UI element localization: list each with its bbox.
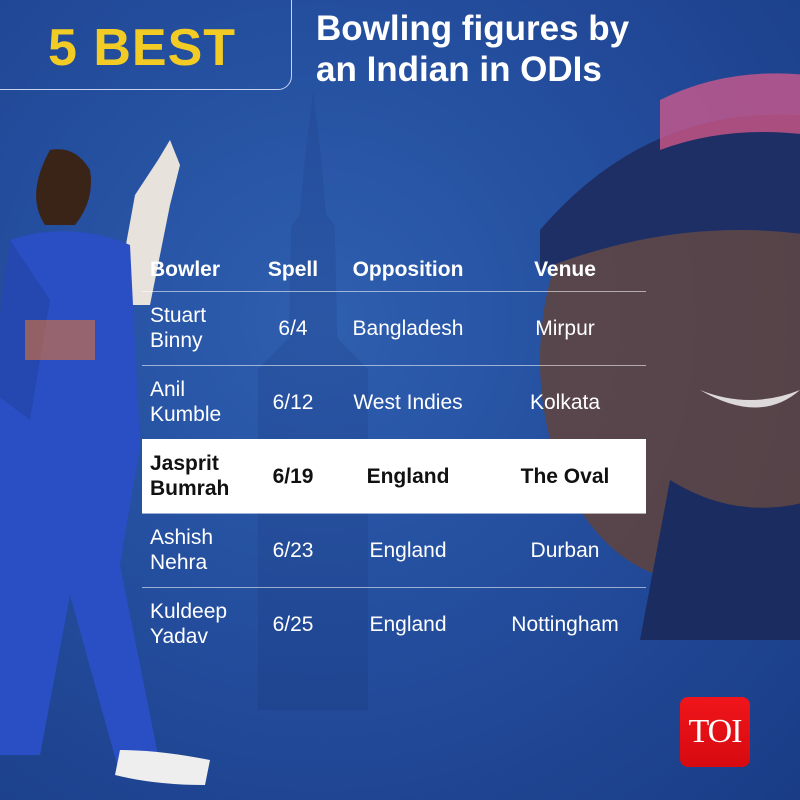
bowler-first-name: Anil	[150, 378, 186, 401]
bowler-cell: Kuldeep Yadav	[142, 587, 254, 661]
bowler-first-name: Stuart	[150, 304, 207, 327]
bowler-cell: Stuart Binny	[142, 291, 254, 366]
spell-cell: 6/19	[254, 439, 332, 514]
highlight-title: 5 BEST	[48, 19, 237, 77]
spell-cell: 6/12	[254, 365, 332, 440]
opposition-cell: England	[332, 513, 484, 588]
table-header-row: Bowler Spell Opposition Venue	[142, 250, 646, 292]
venue-cell: The Oval	[484, 439, 646, 514]
bowling-figures-table: Bowler Spell Opposition Venue Stuart Binn…	[142, 250, 646, 661]
opposition-cell: England	[369, 612, 447, 636]
bowler-last-name: Binny	[150, 329, 203, 352]
bowler-last-name: Yadav	[150, 625, 208, 649]
table-row: Stuart Binny 6/4 Bangladesh Mirpur	[142, 291, 646, 366]
bowler-cell: Ashish Nehra	[142, 513, 254, 588]
bowler-last-name: Nehra	[150, 551, 208, 574]
opposition-cell: Bangladesh	[332, 291, 484, 366]
bowler-cell: Anil Kumble	[142, 365, 254, 440]
bowler-first-name: Ashish	[150, 526, 214, 549]
column-header-bowler: Bowler	[142, 250, 254, 292]
headline: Bowling figures by an Indian in ODIs	[316, 8, 629, 90]
column-header-venue: Venue	[484, 250, 646, 292]
spell-cell: 6/25	[272, 612, 314, 636]
venue-cell: Mirpur	[484, 291, 646, 366]
spell-cell: 6/4	[254, 291, 332, 366]
player-celebrating-image	[0, 140, 210, 785]
headline-line-2: an Indian in ODIs	[316, 50, 602, 89]
column-header-spell: Spell	[254, 250, 332, 292]
toi-logo: TOI	[680, 697, 750, 767]
title-frame	[0, 0, 292, 90]
venue-cell: Durban	[484, 513, 646, 588]
bowler-last-name: Bumrah	[150, 477, 230, 500]
bowler-first-name: Jasprit	[150, 452, 219, 475]
table-row: Kuldeep Yadav 6/25 England Nottingham	[142, 587, 646, 661]
bowler-last-name: Kumble	[150, 403, 222, 426]
table-row: Jasprit Bumrah 6/19 England The Oval	[142, 439, 646, 514]
column-header-opposition: Opposition	[332, 250, 484, 292]
venue-cell: Kolkata	[484, 365, 646, 440]
opposition-cell: England	[332, 439, 484, 514]
bowler-first-name: Kuldeep	[150, 600, 228, 624]
bowler-cell: Jasprit Bumrah	[142, 439, 254, 514]
opposition-cell: West Indies	[332, 365, 484, 440]
table-row: Anil Kumble 6/12 West Indies Kolkata	[142, 365, 646, 440]
headline-line-1: Bowling figures by	[316, 9, 630, 48]
venue-cell: Nottingham	[511, 612, 619, 636]
spell-cell: 6/23	[254, 513, 332, 588]
table-row: Ashish Nehra 6/23 England Durban	[142, 513, 646, 588]
